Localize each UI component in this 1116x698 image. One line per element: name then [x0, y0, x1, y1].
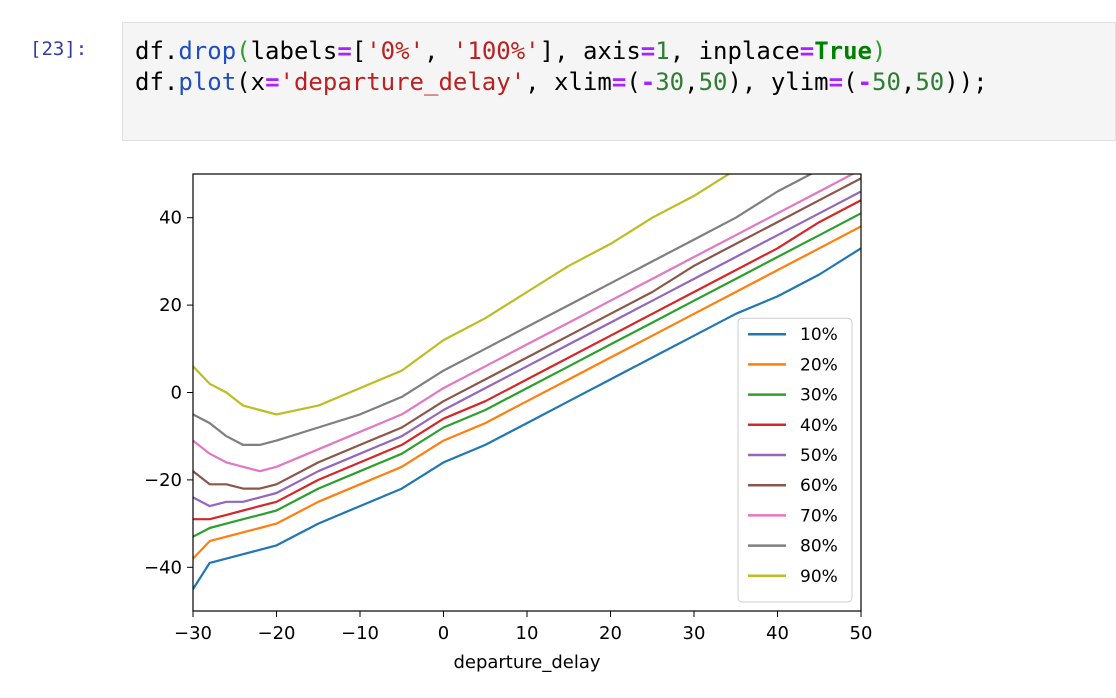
- x-tick-label: 10: [516, 623, 539, 644]
- code-token: -: [857, 68, 872, 96]
- series-group: [193, 174, 861, 591]
- code-token: [: [351, 37, 367, 65]
- code-token: labels: [250, 37, 338, 65]
- series-line-40pct: [193, 199, 861, 521]
- code-token: 50: [915, 68, 945, 96]
- y-tick-label: 0: [171, 383, 182, 404]
- x-tick-label: −30: [174, 623, 212, 644]
- code-line: df.drop(labels=['0%', '100%'], axis=1, i…: [135, 36, 988, 67]
- code-token: (: [236, 37, 251, 65]
- code-token: =: [611, 68, 627, 96]
- code-token: df: [135, 37, 164, 65]
- y-tick-label: −40: [144, 557, 182, 578]
- code-token: 50: [872, 68, 901, 96]
- code-token: True: [814, 37, 872, 65]
- series-line-20pct: [193, 225, 861, 560]
- code-token: (: [843, 68, 858, 96]
- code-token: 50: [698, 68, 728, 96]
- code-token: -: [640, 68, 656, 96]
- code-cell[interactable]: df.drop(labels=['0%', '100%'], axis=1, i…: [122, 22, 1116, 141]
- x-tick-label: −20: [258, 623, 296, 644]
- legend-label: 50%: [800, 446, 838, 466]
- code-token: (x: [236, 68, 266, 96]
- x-axis-label: departure_delay: [453, 652, 600, 673]
- code-token: df: [135, 68, 164, 96]
- code-token: '0%': [366, 37, 425, 65]
- code-token: =: [828, 68, 844, 96]
- x-tick-label: 40: [766, 623, 789, 644]
- legend-label: 10%: [800, 325, 838, 345]
- legend-label: 30%: [800, 386, 838, 406]
- series-line-90pct: [193, 174, 731, 416]
- legend-label: 20%: [800, 355, 838, 375]
- code-token: ): [871, 37, 887, 65]
- code-token: ,: [424, 37, 453, 65]
- code-token: =: [640, 37, 656, 65]
- cell-prompt: [23]:: [30, 38, 88, 60]
- code-token: =: [799, 37, 815, 65]
- code-token: ], axis: [539, 37, 641, 65]
- series-line-30pct: [193, 212, 861, 538]
- x-tick-label: 20: [599, 623, 622, 644]
- y-tick-label: 20: [159, 295, 182, 316]
- legend-label: 80%: [800, 537, 838, 557]
- line-chart: −30 −20 −10 0 10 20 30 40 50 −40 −20 0 20 40 departure…: [144, 173, 873, 673]
- code-token: .: [163, 68, 179, 96]
- code-token: 30: [655, 68, 685, 96]
- code-token: ));: [944, 68, 988, 96]
- series-line-80pct: [193, 174, 814, 446]
- x-tick-label: 30: [683, 623, 706, 644]
- code-token: , xlim: [525, 68, 612, 96]
- series-line-10pct: [193, 247, 861, 591]
- code-token: .: [163, 37, 179, 65]
- output-area: −30 −20 −10 0 10 20 30 40 50 −40 −20 0 20 40 departure…: [0, 141, 1116, 694]
- code-token: ,: [900, 68, 916, 96]
- legend-label: 90%: [800, 567, 838, 587]
- code-token: =: [265, 68, 280, 96]
- series-line-50pct: [193, 190, 861, 508]
- x-tick-label: 0: [438, 623, 449, 644]
- y-tick-label: 40: [159, 208, 182, 229]
- y-tick-label: −20: [144, 470, 182, 491]
- code-token: drop: [178, 37, 237, 65]
- code-token: ,: [684, 68, 699, 96]
- code-token: , inplace: [669, 37, 800, 65]
- code-token: '100%': [452, 37, 540, 65]
- code-token: (: [626, 68, 641, 96]
- legend-box: [737, 317, 853, 603]
- code-token: 1: [655, 37, 670, 65]
- x-tick-label: 50: [850, 623, 873, 644]
- series-line-70pct: [193, 174, 855, 473]
- code-token: =: [337, 37, 352, 65]
- legend-label: 60%: [800, 476, 838, 496]
- legend-label: 40%: [800, 416, 838, 436]
- code-token: plot: [178, 68, 237, 96]
- code-editor[interactable]: df.drop(labels=['0%', '100%'], axis=1, i…: [135, 36, 988, 98]
- series-line-60pct: [193, 177, 861, 490]
- x-tick-label: −10: [341, 623, 379, 644]
- code-token: ), ylim: [727, 68, 829, 96]
- code-line: df.plot(x='departure_delay', xlim=(-30,5…: [135, 67, 988, 98]
- code-token: 'departure_delay': [279, 68, 526, 96]
- legend-label: 70%: [800, 506, 838, 526]
